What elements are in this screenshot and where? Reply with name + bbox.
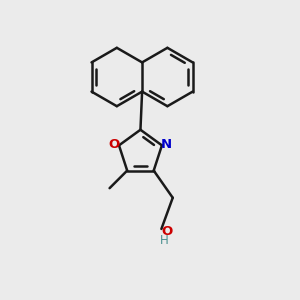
- Text: N: N: [161, 137, 172, 151]
- Text: O: O: [109, 138, 120, 151]
- Text: O: O: [162, 225, 173, 238]
- Text: H: H: [160, 234, 169, 248]
